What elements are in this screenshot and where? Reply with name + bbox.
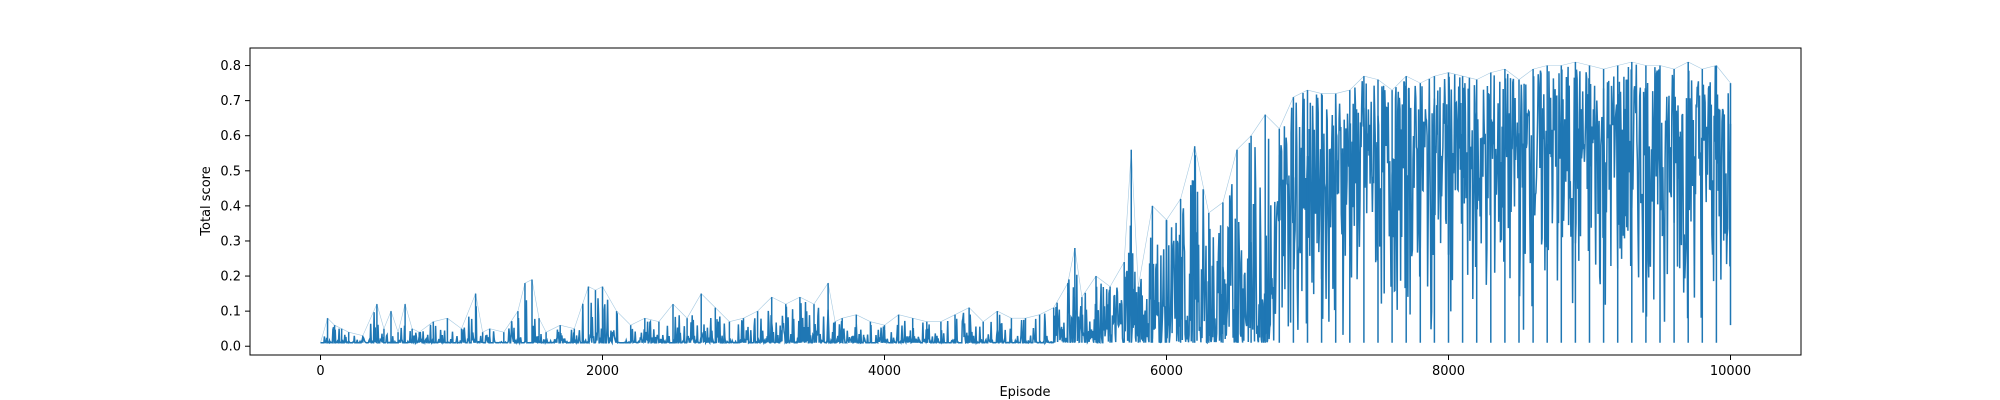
plot-area	[320, 61, 1732, 346]
y-tick-label: 0.5	[220, 164, 241, 179]
y-tick-label: 0.2	[220, 270, 241, 285]
y-tick-label: 0.1	[220, 305, 241, 320]
y-tick-label: 0.0	[220, 340, 241, 355]
x-tick-label: 10000	[1710, 364, 1751, 379]
x-tick-label: 2000	[586, 364, 619, 379]
x-axis-label: Episode	[999, 385, 1050, 400]
y-tick-label: 0.4	[220, 199, 241, 214]
x-tick-label: 4000	[868, 364, 901, 379]
y-axis-label: Total score	[199, 166, 214, 236]
x-axis: 0 2000 4000 6000 8000 10000	[316, 355, 1751, 379]
y-tick-label: 0.6	[220, 129, 241, 144]
y-tick-label: 0.8	[220, 59, 241, 74]
x-tick-label: 6000	[1150, 364, 1183, 379]
x-tick-label: 8000	[1432, 364, 1465, 379]
y-tick-label: 0.7	[220, 94, 241, 109]
series-0-peaks	[320, 61, 1731, 343]
axes-frame	[249, 47, 1802, 356]
y-tick-label: 0.3	[220, 234, 241, 249]
y-axis: 0.0 0.1 0.2 0.3 0.4 0.5 0.6 0.7 0.8	[220, 59, 250, 355]
x-tick-label: 0	[316, 364, 324, 379]
